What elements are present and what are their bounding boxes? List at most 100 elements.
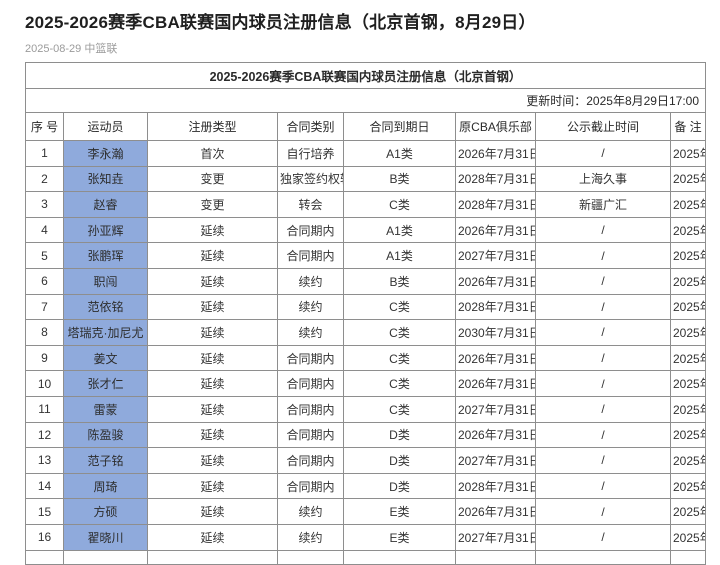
cell-deadline: / xyxy=(535,242,671,269)
cell-player: 塔瑞克·加尼尤 xyxy=(63,319,148,346)
cell-deadline: / xyxy=(535,267,671,295)
player-row: 3赵睿变更转会C类2028年7月31日新疆广汇2025年8月31日17:00 xyxy=(25,191,706,218)
cell-deadline: / xyxy=(535,216,671,244)
cell-index: 4 xyxy=(25,216,64,244)
cell-expiry: E类 xyxy=(343,498,456,525)
cell-remark: 2025年8月31日17:00 xyxy=(670,165,706,193)
cell-former-club: 2026年7月31日 xyxy=(455,267,536,295)
cell-contract-class: 续约 xyxy=(277,319,344,346)
cell-remark: 2025年8月30日17:00 xyxy=(670,344,706,372)
cell-expiry: D类 xyxy=(343,421,456,449)
cell-player: 范依铭 xyxy=(63,293,148,321)
update-time: 更新时间：2025年8月29日17:00 xyxy=(25,88,706,113)
cell-expiry: D类 xyxy=(343,447,456,474)
page-title: 2025-2026赛季CBA联赛国内球员注册信息（北京首钢，8月29日） xyxy=(25,13,536,32)
cell-former-club: 2028年7月31日 xyxy=(455,191,536,218)
cell-contract-class: 续约 xyxy=(277,293,344,321)
cell-index: 14 xyxy=(25,472,64,500)
cell-player: 雷蒙 xyxy=(63,395,148,423)
cell-player: 孙亚辉 xyxy=(63,216,148,244)
cut-off-row xyxy=(25,549,706,565)
cell-former-club: 2026年7月31日 xyxy=(455,498,536,525)
cell-expiry: D类 xyxy=(343,472,456,500)
column-header-reg-type: 注册类型 xyxy=(147,112,278,141)
cell-former-club: 2026年7月31日 xyxy=(455,216,536,244)
cell-player: 姜文 xyxy=(63,344,148,372)
cell-contract-class: 合同期内 xyxy=(277,344,344,372)
cell-former-club: 2027年7月31日 xyxy=(455,242,536,269)
cell-former-club: 2026年7月31日 xyxy=(455,370,536,397)
cell-former-club: 2026年7月31日 xyxy=(455,344,536,372)
cell-player: 翟晓川 xyxy=(63,523,148,551)
cell-former-club: 2028年7月31日 xyxy=(455,472,536,500)
cell-reg-type: 延续 xyxy=(147,421,278,449)
table-caption-row: 2025-2026赛季CBA联赛国内球员注册信息（北京首钢） xyxy=(25,62,706,89)
cell-remark: 2025年8月30日17:00 xyxy=(670,523,706,551)
cell-expiry: C类 xyxy=(343,370,456,397)
cell-deadline: / xyxy=(535,140,671,167)
cell-contract-class: 合同期内 xyxy=(277,447,344,474)
column-header-expiry: 合同到期日 xyxy=(343,112,456,141)
column-header-player: 运动员 xyxy=(63,112,148,141)
cell-player: 李永瀚 xyxy=(63,140,148,167)
cell-index: 8 xyxy=(25,319,64,346)
cell-reg-type: 变更 xyxy=(147,165,278,193)
cell-remark: 2025年8月30日17:00 xyxy=(670,293,706,321)
cell-index: 7 xyxy=(25,293,64,321)
cell-reg-type: 延续 xyxy=(147,216,278,244)
cell-deadline: 新疆广汇 xyxy=(535,191,671,218)
cell-reg-type: 延续 xyxy=(147,447,278,474)
cell-remark: 2025年8月30日17:00 xyxy=(670,472,706,500)
cell-contract-class: 合同期内 xyxy=(277,370,344,397)
cell-former-club: 2030年7月31日 xyxy=(455,319,536,346)
cell-player: 张才仁 xyxy=(63,370,148,397)
cell-expiry: C类 xyxy=(343,293,456,321)
cell-contract-class: 续约 xyxy=(277,267,344,295)
cell-reg-type: 延续 xyxy=(147,293,278,321)
cell-expiry: B类 xyxy=(343,267,456,295)
table-header-row: 序 号 运动员 注册类型 合同类别 合同到期日 原CBA俱乐部 公示截止时间 备… xyxy=(25,112,706,141)
cell-contract-class: 续约 xyxy=(277,498,344,525)
cell-expiry: A1类 xyxy=(343,140,456,167)
cell-reg-type: 延续 xyxy=(147,523,278,551)
cell-index: 15 xyxy=(25,498,64,525)
cell-deadline: / xyxy=(535,319,671,346)
cell-expiry: E类 xyxy=(343,523,456,551)
cell-contract-class: 合同期内 xyxy=(277,395,344,423)
cut-off-cell xyxy=(455,549,536,565)
cell-index: 2 xyxy=(25,165,64,193)
cell-player: 周琦 xyxy=(63,472,148,500)
cell-former-club: 2028年7月31日 xyxy=(455,165,536,193)
cell-deadline: / xyxy=(535,344,671,372)
cell-remark: 2025年8月30日17:00 xyxy=(670,447,706,474)
column-header-former-club: 原CBA俱乐部 xyxy=(455,112,536,141)
cell-index: 3 xyxy=(25,191,64,218)
table-update-row: 更新时间：2025年8月29日17:00 xyxy=(25,88,706,113)
cut-off-cell xyxy=(277,549,344,565)
column-header-index: 序 号 xyxy=(25,112,64,141)
cell-index: 12 xyxy=(25,421,64,449)
cell-reg-type: 延续 xyxy=(147,344,278,372)
cell-reg-type: 延续 xyxy=(147,472,278,500)
cell-remark: 2025年8月30日17:00 xyxy=(670,370,706,397)
cell-remark: 2025年8月30日17:00 xyxy=(670,421,706,449)
cut-off-cell xyxy=(670,549,706,565)
cell-remark: 2025年8月30日17:00 xyxy=(670,242,706,269)
cell-deadline: / xyxy=(535,498,671,525)
cell-reg-type: 延续 xyxy=(147,498,278,525)
cell-remark: 2025年8月30日17:00 xyxy=(670,216,706,244)
cell-former-club: 2026年7月31日 xyxy=(455,421,536,449)
cut-off-cell xyxy=(63,549,148,565)
cell-former-club: 2027年7月31日 xyxy=(455,395,536,423)
cell-player: 方硕 xyxy=(63,498,148,525)
cell-expiry: B类 xyxy=(343,165,456,193)
